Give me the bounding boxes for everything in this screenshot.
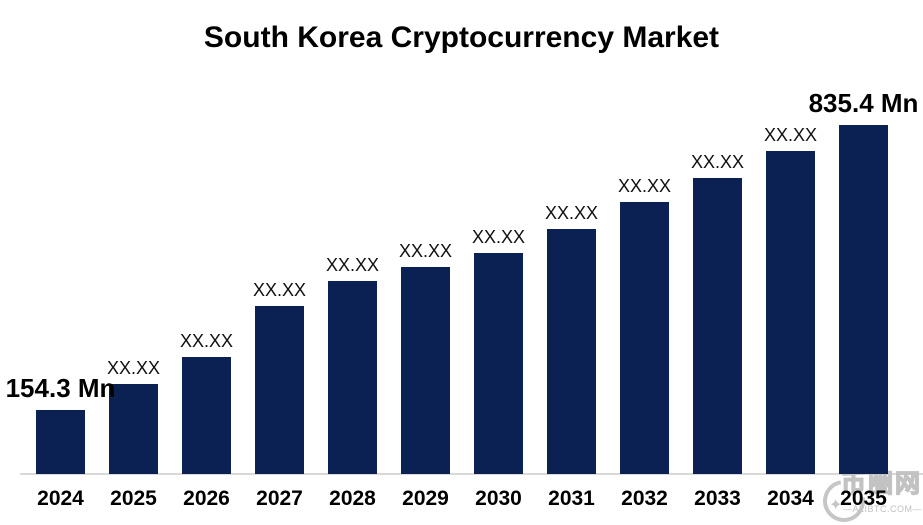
x-tick-2030: 2030 [475,487,522,510]
value-label-2031: XX.XX [544,203,599,223]
value-label-2032: XX.XX [617,176,672,196]
x-tick-2024: 2024 [37,487,84,510]
value-label-2030: XX.XX [471,227,526,247]
x-tick-2027: 2027 [256,487,303,510]
value-label-2035: 835.4 Mn [808,88,919,118]
watermark-star-icon: ✦ [829,497,843,514]
value-label-2025: XX.XX [106,358,161,378]
bar-2028 [328,281,377,474]
bar-2027 [255,306,304,474]
value-label-2029: XX.XX [398,241,453,261]
x-tick-2032: 2032 [621,487,668,510]
x-tick-2033: 2033 [694,487,741,510]
x-tick-2031: 2031 [548,487,595,510]
value-label-2028: XX.XX [325,255,380,275]
value-label-2033: XX.XX [690,152,745,172]
bar-2032 [620,202,669,474]
x-tick-2029: 2029 [402,487,449,510]
x-tick-2035: 2035 [840,487,887,510]
bar-2031 [547,229,596,474]
chart-title: South Korea Cryptocurrency Market [203,21,720,54]
bar-2025 [109,384,158,474]
bar-2029 [401,267,450,474]
bar-2024 [36,410,85,474]
value-label-2034: XX.XX [763,125,818,145]
bar-2034 [766,151,815,474]
value-label-2026: XX.XX [179,331,234,351]
watermark-site-name: 币圈网 [840,470,922,498]
x-tick-2026: 2026 [183,487,230,510]
x-tick-2025: 2025 [110,487,157,510]
x-tick-2028: 2028 [329,487,376,510]
bar-2033 [693,178,742,474]
value-label-2024: 154.3 Mn [5,373,116,403]
watermark-site-url: —ALIBTC.COM— [842,504,922,514]
bar-2030 [474,253,523,474]
x-axis-line [20,473,923,475]
watermark: ✦ 币圈网 —ALIBTC.COM— [814,464,922,525]
bar-2035 [839,125,888,474]
bar-2026 [182,357,231,474]
x-tick-2034: 2034 [767,487,814,510]
value-label-2027: XX.XX [252,280,307,300]
